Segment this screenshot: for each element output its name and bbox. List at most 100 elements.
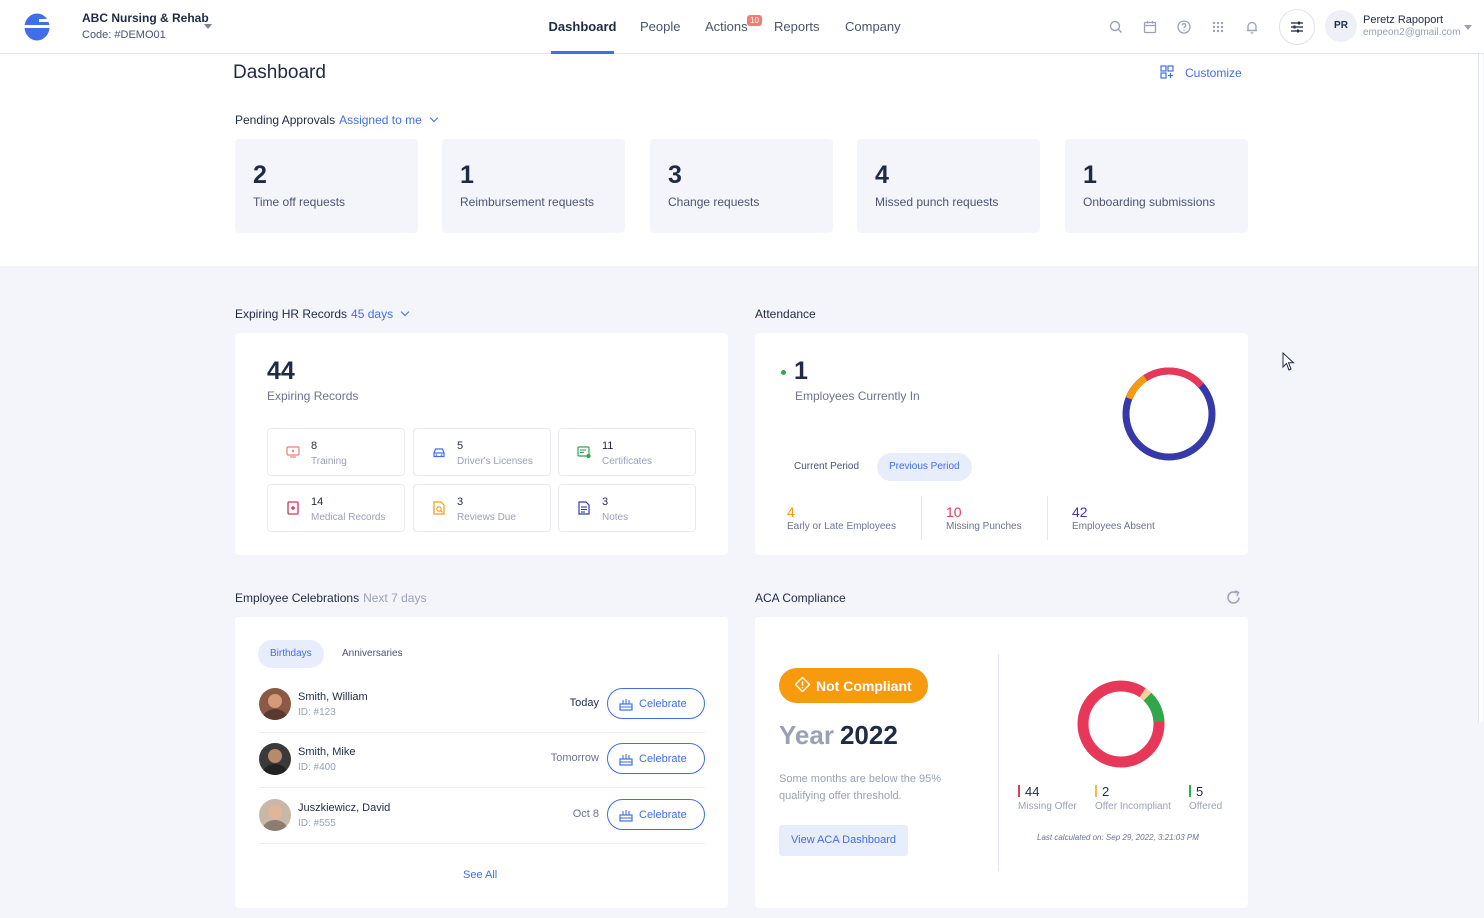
chevron-down-icon: [400, 307, 410, 317]
stat-value: 2: [1102, 784, 1110, 799]
refresh-icon[interactable]: [1225, 589, 1242, 606]
aca-year: Year 2022: [779, 720, 898, 751]
scrollbar-thumb[interactable]: [1478, 54, 1483, 722]
cake-icon: [619, 810, 633, 822]
celebrate-button[interactable]: Celebrate: [607, 688, 705, 719]
pending-approvals-label: Pending Approvals: [235, 113, 336, 127]
record-count: 8: [311, 440, 318, 452]
pending-count: 2: [253, 161, 267, 189]
employees-in-count: 1: [794, 357, 808, 385]
org-switcher-caret-icon[interactable]: [204, 24, 212, 29]
aca-heading: ACA Compliance: [755, 591, 846, 605]
search-icon[interactable]: [1108, 19, 1124, 35]
record-tile-notes[interactable]: 3 Notes: [558, 484, 696, 532]
help-icon[interactable]: [1176, 19, 1192, 35]
record-count: 14: [311, 496, 324, 508]
record-label: Training: [311, 456, 347, 467]
stat-label: Offered: [1189, 801, 1223, 812]
tab-birthdays[interactable]: Birthdays: [258, 640, 324, 668]
nav-actions[interactable]: Actions: [705, 19, 748, 34]
pending-label: Change requests: [668, 195, 760, 209]
aca-description: Some months are below the 95% qualifying…: [779, 773, 942, 802]
customize-label: Customize: [1185, 66, 1242, 80]
celebrate-button[interactable]: Celebrate: [607, 743, 705, 774]
settings-button[interactable]: [1279, 9, 1315, 45]
expiring-filter-dropdown[interactable]: 45 days: [351, 307, 410, 321]
pending-card-change[interactable]: 3 Change requests: [650, 139, 833, 233]
record-tile-reviews-due[interactable]: 3 Reviews Due: [413, 484, 551, 532]
stat-label: Early or Late Employees: [787, 521, 896, 532]
settings-sliders-icon: [1291, 21, 1303, 33]
stat-value: 10: [946, 504, 962, 520]
org-code: Code: #DEMO01: [82, 29, 166, 41]
celebrate-label: Celebrate: [639, 698, 687, 710]
pending-card-reimbursement[interactable]: 1 Reimbursement requests: [442, 139, 625, 233]
celebrations-heading: Employee Celebrations Next 7 days: [235, 591, 426, 605]
user-avatar[interactable]: PR: [1325, 10, 1357, 42]
view-aca-dashboard-button[interactable]: View ACA Dashboard: [779, 825, 908, 856]
expiring-total: 44: [267, 357, 295, 385]
record-count: 3: [602, 496, 609, 508]
stat-label: Missing Punches: [946, 521, 1022, 532]
tab-anniversaries[interactable]: Anniversaries: [342, 648, 403, 659]
celebration-row: Smith, Mike ID: #400 Tomorrow Celebrate: [259, 733, 705, 788]
avatar[interactable]: [259, 799, 291, 831]
mouse-cursor-icon: [1282, 352, 1295, 371]
record-tile-certificates[interactable]: 11 Certificates: [558, 428, 696, 476]
nav-company[interactable]: Company: [845, 19, 901, 34]
pending-card-time-off[interactable]: 2 Time off requests: [235, 139, 418, 233]
employee-name[interactable]: Smith, Mike: [298, 746, 356, 758]
attendance-heading: Attendance: [755, 307, 816, 321]
legend-swatch: [1018, 785, 1020, 797]
stat-value: 4: [787, 504, 795, 520]
celebrations-label: Employee Celebrations: [235, 591, 360, 605]
user-menu-caret-icon[interactable]: [1464, 25, 1472, 30]
record-tile-drivers-licenses[interactable]: 5 Driver's Licenses: [413, 428, 551, 476]
aca-donut-chart: [1077, 680, 1165, 768]
employee-name[interactable]: Juszkiewicz, David: [298, 802, 391, 814]
pending-filter-value: Assigned to me: [339, 113, 422, 127]
expiring-records-heading: Expiring HR Records 45 days: [235, 307, 410, 321]
nav-people[interactable]: People: [640, 19, 681, 34]
stat-label: Offer Incompliant: [1095, 801, 1171, 812]
employee-id: ID: #400: [298, 762, 336, 773]
nav-reports[interactable]: Reports: [774, 19, 820, 34]
pending-filter-dropdown[interactable]: Assigned to me: [339, 113, 439, 127]
employee-id: ID: #123: [298, 707, 336, 718]
celebrate-label: Celebrate: [639, 753, 687, 765]
attendance-card: 1 Employees Currently In Current Period …: [755, 333, 1248, 555]
record-label: Notes: [602, 512, 629, 523]
employee-name[interactable]: Smith, William: [298, 691, 368, 703]
compliance-status-label: Not Compliant: [816, 678, 912, 694]
record-tile-training[interactable]: 8 Training: [267, 428, 405, 476]
status-dot-icon: [781, 370, 786, 375]
record-label: Certificates: [602, 456, 653, 467]
pending-card-onboarding[interactable]: 1 Onboarding submissions: [1065, 139, 1248, 233]
tab-previous-period[interactable]: Previous Period: [877, 453, 972, 481]
celebrations-card: Birthdays Anniversaries Smith, William I…: [235, 617, 728, 908]
company-logo-icon[interactable]: [24, 13, 50, 41]
apps-grid-icon[interactable]: [1210, 19, 1226, 35]
see-all-link[interactable]: See All: [463, 869, 498, 881]
person-photo-icon: [262, 805, 288, 831]
pending-card-missed-punch[interactable]: 4 Missed punch requests: [857, 139, 1040, 233]
attendance-donut-chart: [1122, 367, 1216, 461]
record-tile-medical-records[interactable]: 14 Medical Records: [267, 484, 405, 532]
medical-icon: [287, 501, 299, 515]
tab-current-period[interactable]: Current Period: [794, 461, 860, 472]
stat-label: Missing Offer: [1018, 801, 1077, 812]
avatar[interactable]: [259, 743, 291, 775]
celebration-row: Juszkiewicz, David ID: #555 Oct 8 Celebr…: [259, 789, 705, 844]
record-count: 5: [457, 440, 464, 452]
user-name[interactable]: Peretz Rapoport: [1363, 14, 1444, 26]
compliance-status-badge: Not Compliant: [779, 668, 928, 703]
org-name[interactable]: ABC Nursing & Rehab: [82, 11, 209, 25]
cake-icon: [619, 699, 633, 711]
year-value: 2022: [839, 720, 898, 750]
avatar[interactable]: [259, 688, 291, 720]
calendar-icon[interactable]: [1142, 19, 1158, 35]
celebrate-button[interactable]: Celebrate: [607, 799, 705, 830]
nav-dashboard[interactable]: Dashboard: [545, 0, 620, 54]
person-photo-icon: [262, 749, 288, 775]
bell-icon[interactable]: [1244, 19, 1260, 35]
